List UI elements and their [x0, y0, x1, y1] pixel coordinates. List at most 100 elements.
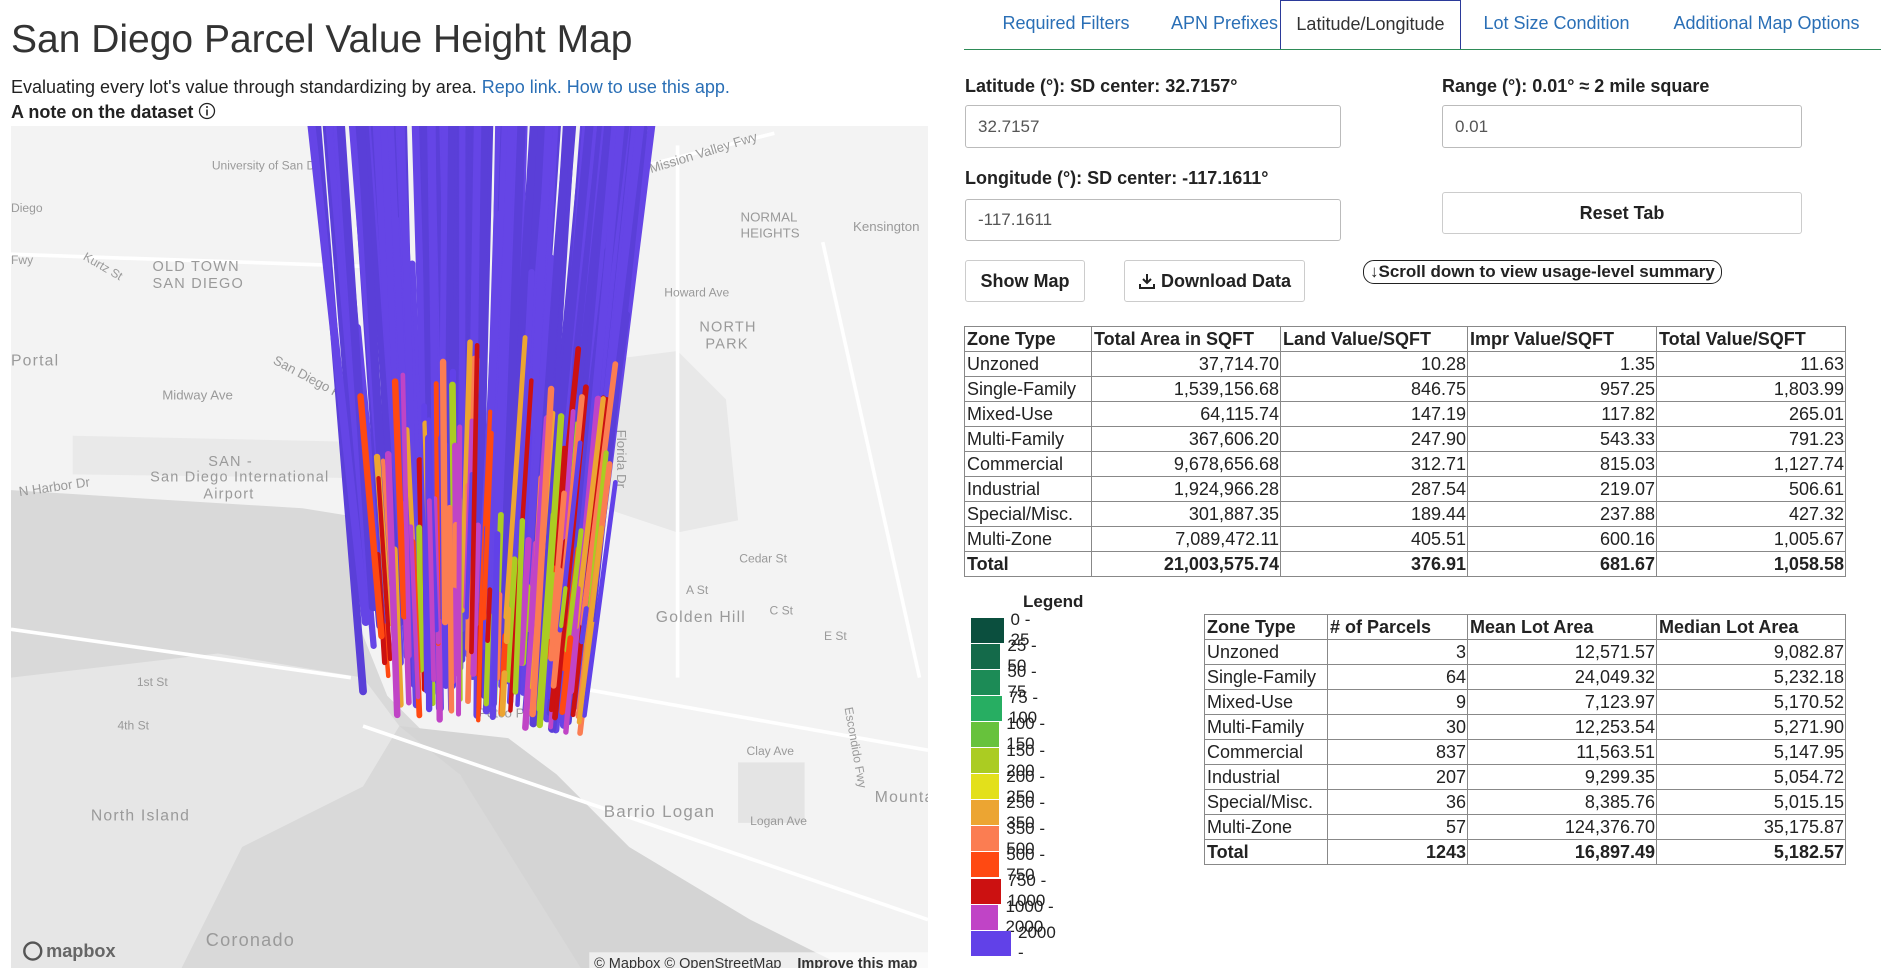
- cell: 30: [1327, 714, 1468, 740]
- improve-link[interactable]: Improve this map: [797, 956, 917, 968]
- map[interactable]: University of San D Mission Valley FwyNOR…: [11, 126, 928, 968]
- cell: 1,127.74: [1656, 451, 1846, 477]
- legend-item: 200 - 250: [971, 767, 1051, 806]
- mapbox-logo[interactable]: mapbox: [23, 941, 116, 961]
- latitude-label: Latitude (°): SD center: 32.7157°: [965, 76, 1238, 96]
- cell: Mixed-Use: [1204, 689, 1328, 715]
- legend-swatch: [971, 774, 1000, 800]
- map-label: Coronado: [206, 930, 295, 950]
- logo-text: mapbox: [46, 941, 115, 961]
- row: Mixed-Use 9 7,123.97 5,170.52: [1204, 689, 1846, 715]
- legend-item: 100 - 150: [971, 714, 1051, 753]
- cell: 1,058.58: [1656, 551, 1846, 577]
- legend-item: 750 - 1000: [971, 871, 1061, 910]
- pillar: [499, 126, 526, 599]
- cell: 147.19: [1280, 401, 1468, 427]
- pillar: [579, 606, 589, 645]
- pillar: [576, 525, 604, 725]
- map-label: Kensington: [853, 219, 920, 234]
- legend-label: 0 - 25: [1010, 610, 1031, 649]
- legend-item: 1000 - 2000: [971, 897, 1061, 936]
- pillar: [559, 586, 568, 629]
- row: Multi-Family 367,606.20 247.90 543.33 791.23: [964, 426, 1846, 452]
- tab[interactable]: Required Filters: [1002, 13, 1130, 33]
- map-label: C St: [770, 604, 794, 618]
- tab[interactable]: Lot Size Condition: [1483, 13, 1630, 33]
- map-label: North Island: [91, 807, 190, 824]
- header-cell: Zone Type: [1204, 614, 1328, 640]
- dataset-note[interactable]: A note on the dataset: [11, 102, 216, 123]
- reset-button[interactable]: Reset Tab: [1442, 192, 1802, 234]
- legend-item: 500 - 750: [971, 845, 1051, 884]
- scroll-link[interactable]: ↓Scroll down to view usage-level summary: [1363, 260, 1722, 284]
- cell: 37,714.70: [1091, 351, 1281, 377]
- cell: 5,015.15: [1656, 789, 1846, 815]
- howto-link[interactable]: How to use this app.: [566, 77, 730, 97]
- legend-item: 75 - 100: [971, 688, 1051, 727]
- cell: Industrial: [964, 476, 1092, 502]
- legend-label: 1000 - 2000: [1005, 897, 1054, 937]
- cell: 5,232.18: [1656, 664, 1846, 690]
- pillar: [489, 126, 516, 625]
- legend-label: 500 - 750: [1006, 844, 1046, 884]
- pillar: [416, 524, 425, 673]
- map-label: 4th St: [117, 719, 149, 733]
- map-label: University of San D: [212, 159, 316, 173]
- legend-item: 150 - 200: [971, 741, 1051, 780]
- pillar: [307, 126, 370, 627]
- attribution[interactable]: © Mapbox © OpenStreetMap: [594, 956, 781, 968]
- app-title: San Diego Parcel Value Height Map: [11, 18, 633, 61]
- download-button[interactable]: Download Data: [1124, 260, 1305, 302]
- pillar: [559, 635, 574, 716]
- header-cell: # of Parcels: [1327, 614, 1468, 640]
- legend-label: 100 - 150: [1006, 714, 1046, 754]
- tab[interactable]: Additional Map Options: [1673, 13, 1860, 33]
- zone-table: Zone Type Total Area in SQFT Land Value/SQ…: [964, 326, 1846, 577]
- latitude-input[interactable]: 32.7157: [965, 105, 1341, 148]
- pillar: [499, 670, 508, 717]
- row: Unzoned 3 12,571.57 9,082.87: [1204, 639, 1846, 665]
- cell: 405.51: [1280, 526, 1468, 552]
- cell: Total: [964, 551, 1092, 577]
- pillar: [506, 556, 518, 683]
- legend-label: 2000 -: [1017, 923, 1056, 963]
- tab[interactable]: Latitude/Longitude: [1280, 0, 1461, 49]
- legend-swatch: [971, 748, 1000, 773]
- legend-swatch: [971, 800, 1000, 826]
- cell: 35,175.87: [1656, 814, 1846, 840]
- download-text: Download Data: [1160, 270, 1291, 291]
- longitude-input[interactable]: -117.1611: [965, 199, 1341, 241]
- row: Commercial 837 11,563.51 5,147.95: [1204, 739, 1846, 765]
- pillar: [481, 430, 494, 621]
- cell: 16,897.49: [1467, 839, 1657, 865]
- row: Total 21,003,575.74 376.91 681.67 1,058.58: [964, 551, 1846, 577]
- map-label: Fwy: [11, 253, 34, 267]
- cell: 5,182.57: [1656, 839, 1846, 865]
- map-label: Portal: [11, 353, 59, 370]
- show-map-button[interactable]: Show Map: [965, 260, 1085, 302]
- cell: 5,170.52: [1656, 689, 1846, 715]
- legend-item: 250 - 350: [971, 793, 1051, 832]
- subtitle: Evaluating every lot's value through sta…: [11, 77, 730, 98]
- pillar: [582, 479, 618, 718]
- map-label: Florida Dr: [614, 430, 629, 489]
- map-label: Howard Ave: [664, 286, 729, 300]
- cell: 10.28: [1280, 351, 1468, 377]
- cell: Special/Misc.: [964, 501, 1092, 527]
- pillar: [485, 587, 493, 643]
- pillar: [470, 522, 481, 677]
- pillar: [400, 372, 412, 659]
- cell: 791.23: [1656, 426, 1846, 452]
- cell: 11.63: [1656, 351, 1846, 377]
- map-label: SAN DIEGO: [153, 276, 244, 292]
- repo-link[interactable]: Repo link.: [481, 77, 562, 97]
- cell: 301,887.35: [1091, 501, 1281, 527]
- legend-label: 25 - 50: [1007, 636, 1037, 676]
- range-input[interactable]: 0.01: [1442, 105, 1802, 148]
- cell: 189.44: [1280, 501, 1468, 527]
- map-label: San Diego International: [150, 470, 329, 486]
- pillar: [512, 518, 526, 695]
- tab[interactable]: APN Prefixes: [1170, 13, 1279, 33]
- pillar: [439, 358, 449, 626]
- pillar: [548, 567, 563, 662]
